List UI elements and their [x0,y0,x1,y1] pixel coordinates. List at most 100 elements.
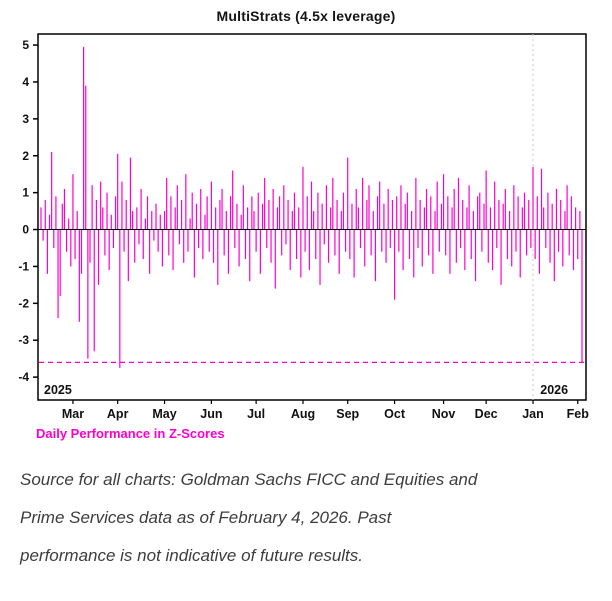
bar [387,188,389,230]
bar [65,229,68,252]
bar [474,229,477,282]
bar [268,200,270,230]
bar [428,229,430,256]
bar [423,207,425,230]
y-axis-tick-label: 2 [22,149,29,163]
bar [440,203,443,230]
bar [491,229,494,271]
bar [198,229,200,248]
bar [543,207,545,230]
bar [425,188,428,230]
bar [551,203,553,230]
bar [577,229,579,260]
bar [97,229,100,285]
bar [232,170,234,230]
bar [134,229,136,263]
bar [400,185,402,230]
bar [157,229,159,252]
bar [481,229,483,252]
bar [142,229,144,260]
bar [547,192,549,230]
bar [272,188,274,230]
bar [381,229,383,252]
bar [515,229,517,252]
bar [334,229,336,256]
bar [229,196,232,230]
bar [349,229,351,260]
bar [319,229,321,285]
bar [174,207,176,230]
bar [402,229,404,271]
x-axis-month-label: Jan [522,407,544,421]
bar [266,229,268,248]
bar [530,229,532,248]
bar [308,229,310,271]
bar [42,229,44,241]
bar [114,196,117,230]
y-axis-tick-label: 0 [22,223,29,237]
bar [523,192,526,230]
bar [40,207,42,230]
bar [166,177,168,230]
bar [281,229,283,256]
bar [91,185,93,230]
bar [236,203,238,230]
bar [295,229,298,260]
bar [366,200,368,230]
bar [261,203,264,230]
bar [332,177,334,230]
bar [451,207,453,230]
y-axis-tick-label: 4 [22,75,29,89]
bar [477,196,479,230]
y-axis-tick-label: -3 [18,333,29,347]
bar [494,181,496,230]
bar [464,229,466,271]
bar [487,229,489,263]
bar [396,196,398,230]
bar [479,192,481,230]
bar [221,188,223,230]
bar [178,229,181,245]
bar [212,229,215,263]
bar [355,188,357,230]
bar [359,229,362,248]
bar [219,200,221,230]
bar [83,46,85,230]
bar [432,229,434,274]
bar [385,229,387,263]
bar [538,229,540,274]
bar [70,229,72,267]
bar [536,196,538,230]
bar [368,185,370,230]
bar [572,229,575,271]
bar [274,229,276,289]
bar [398,229,400,252]
bar [313,211,315,230]
bar [526,229,528,256]
bar [389,229,391,248]
plot-area: 5 4 3 2 1 0 -1 -2 -3 -4 Mar Apr May Jun Jul Aug Sep Oct No… [18,33,589,421]
bar [121,181,123,230]
bar [562,229,564,267]
bar [276,207,279,230]
bar [146,196,149,230]
bar [575,207,577,230]
bar [517,196,519,230]
bar [161,229,164,267]
bar [372,211,374,230]
bar [289,229,291,271]
x-axis-month-label: Jul [247,407,265,421]
bar [159,214,161,230]
bar [304,229,306,252]
bar [185,174,187,230]
bar [149,229,151,274]
bar [168,229,170,256]
bar [300,229,302,278]
bar [68,218,70,230]
bar [374,229,376,282]
bar [163,211,166,230]
bar [119,229,121,368]
bar [413,229,415,278]
bar [217,229,219,285]
source-line: performance is not indicative of future … [20,546,363,565]
